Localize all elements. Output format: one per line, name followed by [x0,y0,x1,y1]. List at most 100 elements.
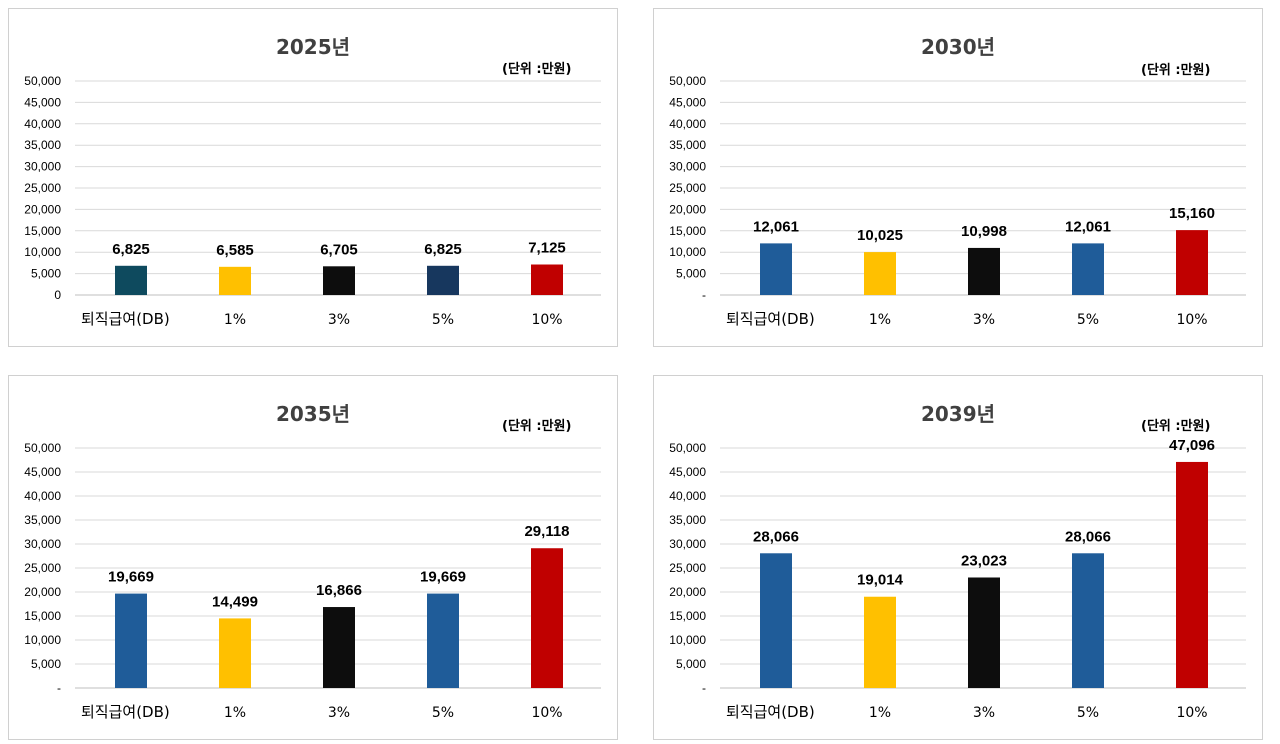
bar [864,596,896,688]
y-tick-label: 50,000 [24,441,61,455]
bar [115,593,147,688]
data-label: 47,096 [1169,437,1215,454]
unit-label: (단위 :만원) [1141,419,1211,434]
y-tick-label: 25,000 [669,181,706,195]
category-label: 1% [224,312,246,328]
data-label: 14,499 [212,593,258,610]
y-tick-label: 40,000 [669,117,706,131]
data-label: 23,023 [961,552,1007,569]
y-tick-label: 45,000 [669,95,706,109]
y-tick-label: 30,000 [669,160,706,174]
y-tick-label: 30,000 [669,537,706,551]
bar [1072,553,1104,688]
category-label: 5% [432,705,454,721]
chart-title: 2030년 [920,35,996,59]
data-label: 10,025 [857,227,903,244]
category-label: 퇴직급여(DB) [81,310,170,328]
y-tick-label: 40,000 [669,489,706,503]
bar [323,607,355,688]
bar [219,618,251,688]
bar [1072,243,1104,295]
category-label: 퇴직급여(DB) [726,703,815,721]
bar [968,577,1000,688]
data-label: 19,669 [108,569,154,586]
chart-panel-2035: 2035년 (단위 :만원) - 5,000 10,000 15,000 20,000 2… [8,375,618,740]
y-tick-label: 35,000 [669,513,706,527]
bar [1176,230,1208,295]
y-tick-label: 15,000 [24,609,61,623]
chart-panel-2025: 2025년 (단위 :만원) 0 5,000 10,000 15,000 20,000 2… [8,8,618,347]
y-tick-label: 40,000 [24,117,61,131]
chart-title: 2025년 [275,35,351,59]
y-tick-label: 50,000 [24,74,61,88]
category-label: 10% [1176,705,1207,721]
category-label: 10% [531,705,562,721]
y-tick-label: 20,000 [24,585,61,599]
y-tick-label: 5,000 [676,267,706,281]
data-label: 19,014 [857,572,904,589]
y-tick-label: 35,000 [24,513,61,527]
chart-title: 2035년 [275,402,351,426]
data-label: 7,125 [528,240,566,257]
y-tick-label: 10,000 [669,245,706,259]
category-label: 3% [973,705,995,721]
y-tick-label: 40,000 [24,489,61,503]
y-tick-label: 5,000 [676,657,706,671]
y-tick-label: 35,000 [24,138,61,152]
category-label: 1% [869,705,891,721]
data-label: 6,585 [216,242,254,259]
category-label: 5% [1077,312,1099,328]
bar [323,266,355,295]
category-label: 10% [1176,312,1207,328]
bar [219,266,251,295]
data-label: 29,118 [524,523,569,540]
unit-label: (단위 :만원) [502,62,572,77]
y-tick-label: 30,000 [24,537,61,551]
y-tick-label: 50,000 [669,74,706,88]
y-tick-label: 0 [54,288,61,302]
data-label: 10,998 [961,223,1007,240]
y-tick-label: 20,000 [669,585,706,599]
bar [760,553,792,688]
y-tick-label: - [57,681,61,695]
data-label: 15,160 [1169,205,1215,222]
bar [968,247,1000,295]
y-tick-label: - [702,288,706,302]
data-label: 6,705 [320,241,358,258]
y-tick-label: 10,000 [669,633,706,647]
category-label: 3% [973,312,995,328]
y-tick-label: 50,000 [669,441,706,455]
y-tick-label: 25,000 [24,181,61,195]
bar [760,243,792,295]
y-tick-label: 15,000 [669,609,706,623]
y-tick-label: 10,000 [24,245,61,259]
bar [864,252,896,295]
bar-chart-2030: - 5,000 10,000 15,000 20,000 25,000 30,000 35,0… [669,74,1246,328]
chart-panel-2039: 2039년 (단위 :만원) - 5,000 10,000 15,000 20,000 2… [653,375,1263,740]
y-tick-label: 45,000 [24,95,61,109]
unit-label: (단위 :만원) [502,419,572,434]
data-label: 28,066 [1065,528,1111,545]
y-tick-label: 35,000 [669,138,706,152]
category-label: 1% [224,705,246,721]
y-tick-label: 15,000 [24,224,61,238]
unit-label: (단위 :만원) [1141,63,1211,78]
bar [427,265,459,295]
data-label: 12,061 [753,218,799,235]
y-tick-label: 45,000 [669,465,706,479]
data-label: 12,061 [1065,218,1111,235]
y-tick-label: - [702,681,706,695]
y-tick-label: 15,000 [669,224,706,238]
category-label: 5% [1077,705,1099,721]
y-tick-label: 5,000 [31,657,61,671]
bar [427,593,459,688]
data-label: 6,825 [424,241,462,258]
category-label: 3% [328,705,350,721]
chart-panel-2030: 2030년 (단위 :만원) - 5,000 10,000 15,000 20,000 2… [653,8,1263,347]
y-tick-label: 45,000 [24,465,61,479]
y-tick-label: 20,000 [24,202,61,216]
y-tick-label: 5,000 [31,267,61,281]
y-tick-label: 25,000 [24,561,61,575]
bar [531,548,563,688]
data-label: 19,669 [420,569,466,586]
